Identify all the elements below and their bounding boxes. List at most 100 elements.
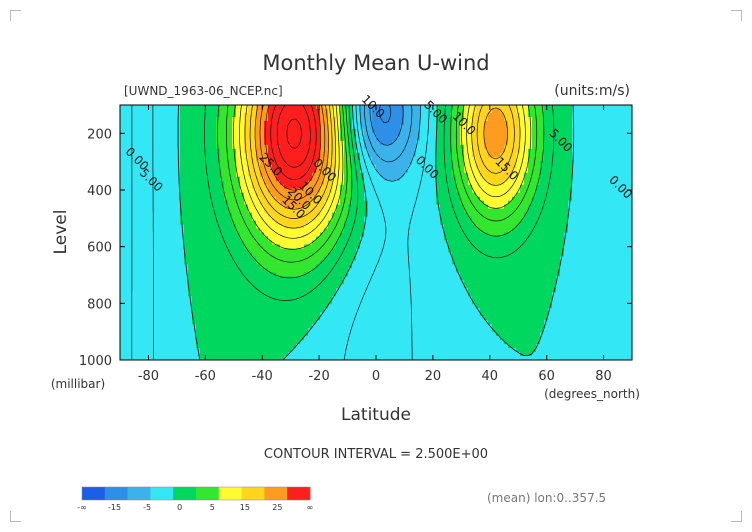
field-cell	[272, 140, 277, 146]
field-cell	[488, 192, 493, 198]
field-cell	[144, 200, 149, 206]
field-cell	[564, 236, 569, 242]
field-cell	[136, 248, 141, 254]
field-cell	[304, 184, 309, 190]
field-cell	[496, 220, 501, 226]
field-cell	[400, 208, 405, 214]
field-cell	[552, 176, 557, 182]
field-cell	[448, 120, 453, 126]
field-cell	[256, 176, 261, 182]
field-cell	[376, 152, 381, 158]
field-cell	[348, 168, 353, 174]
field-cell	[300, 172, 305, 178]
field-cell	[160, 148, 165, 154]
field-cell	[236, 188, 241, 194]
field-cell	[604, 176, 609, 182]
field-cell	[496, 228, 501, 234]
field-cell	[144, 232, 149, 238]
field-cell	[260, 132, 265, 138]
field-cell	[512, 232, 517, 238]
field-cell	[152, 124, 157, 130]
field-cell	[392, 164, 397, 170]
field-cell	[196, 108, 201, 114]
field-cell	[600, 212, 605, 218]
field-cell	[152, 120, 157, 126]
field-cell	[432, 224, 437, 230]
field-cell	[408, 228, 413, 234]
field-cell	[352, 160, 357, 166]
field-cell	[592, 204, 597, 210]
field-cell	[552, 160, 557, 166]
field-cell	[448, 184, 453, 190]
field-cell	[524, 152, 529, 158]
field-cell	[560, 188, 565, 194]
field-cell	[476, 224, 481, 230]
field-cell	[384, 124, 389, 130]
field-cell	[412, 192, 417, 198]
field-cell	[288, 224, 293, 230]
field-cell	[548, 216, 553, 222]
field-cell	[428, 200, 433, 206]
field-cell	[588, 108, 593, 114]
field-cell	[372, 240, 377, 246]
field-cell	[144, 240, 149, 246]
field-cell	[396, 105, 401, 110]
field-cell	[124, 228, 129, 234]
field-cell	[308, 168, 313, 174]
field-cell	[280, 176, 285, 182]
field-cell	[172, 124, 177, 130]
field-cell	[224, 148, 229, 154]
field-cell	[216, 172, 221, 178]
field-cell	[292, 112, 297, 118]
field-cell	[336, 196, 341, 202]
field-cell	[616, 124, 621, 130]
field-cell	[172, 176, 177, 182]
field-cell	[348, 160, 353, 166]
field-cell	[164, 188, 169, 194]
field-cell	[184, 116, 189, 122]
field-cell	[336, 112, 341, 118]
field-cell	[432, 172, 437, 178]
field-cell	[156, 248, 161, 254]
field-cell	[244, 105, 249, 110]
field-cell	[524, 140, 529, 146]
field-cell	[480, 172, 485, 178]
field-cell	[396, 188, 401, 194]
field-cell	[344, 204, 349, 210]
field-cell	[324, 144, 329, 150]
field-cell	[260, 164, 265, 170]
field-cell	[132, 112, 137, 118]
field-cell	[164, 232, 169, 238]
field-cell	[284, 200, 289, 206]
crop-mark-bottom-right	[731, 511, 742, 522]
field-cell	[188, 105, 193, 110]
field-cell	[312, 192, 317, 198]
field-cell	[360, 148, 365, 154]
field-cell	[168, 232, 173, 238]
field-cell	[140, 152, 145, 158]
field-cell	[508, 128, 513, 134]
field-cell	[192, 116, 197, 122]
field-cell	[300, 136, 305, 142]
field-cell	[560, 228, 565, 234]
field-cell	[268, 248, 273, 254]
field-cell	[492, 192, 497, 198]
field-cell	[128, 156, 133, 162]
field-cell	[248, 184, 253, 190]
field-cell	[404, 204, 409, 210]
field-cell	[312, 180, 317, 186]
field-cell	[152, 196, 157, 202]
field-cell	[124, 156, 129, 162]
field-cell	[612, 124, 617, 130]
field-cell	[600, 236, 605, 242]
field-cell	[412, 148, 417, 154]
field-cell	[548, 152, 553, 158]
field-cell	[400, 172, 405, 178]
field-cell	[616, 112, 621, 118]
field-cell	[432, 124, 437, 130]
field-cell	[364, 180, 369, 186]
field-cell	[596, 196, 601, 202]
field-cell	[608, 236, 613, 242]
field-cell	[624, 172, 629, 178]
field-cell	[544, 180, 549, 186]
